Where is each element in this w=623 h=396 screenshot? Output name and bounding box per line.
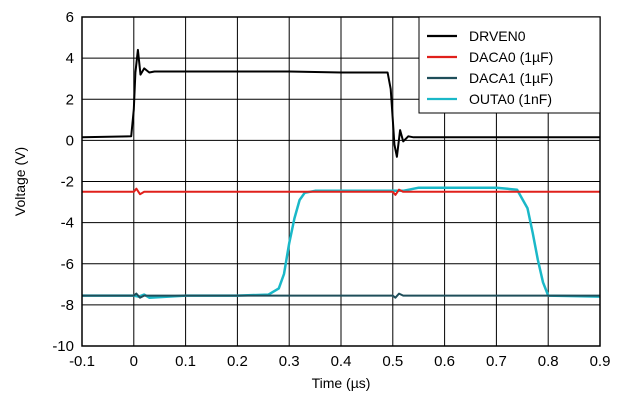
x-tick-label: 0.8	[538, 353, 559, 370]
x-tick-label: 0	[130, 353, 138, 370]
y-tick-label: 2	[66, 91, 74, 108]
x-tick-label: 0.5	[382, 353, 403, 370]
x-tick-labels: -0.1 0 0.1 0.2 0.3 0.4 0.5 0.6 0.7 0.8 0.9	[69, 353, 610, 370]
x-tick-label: -0.1	[69, 353, 95, 370]
legend-item: OUTA0 (1nF)	[427, 91, 552, 107]
x-tick-label: 0.1	[175, 353, 196, 370]
y-tick-label: 0	[66, 132, 74, 149]
legend: DRVEN0 DACA0 (1µF) DACA1 (1µF) OUTA0 (1nF)	[418, 16, 601, 114]
y-tick-label: -8	[61, 297, 74, 314]
series-line-daca1	[82, 292, 600, 299]
legend-item: DACA0 (1µF)	[427, 49, 553, 65]
series-lines	[81, 48, 601, 299]
x-tick-label: 0.3	[279, 353, 300, 370]
y-tick-label: 6	[66, 9, 74, 26]
y-tick-labels: -10 -8 -6 -4 -2 0 2 4 6	[52, 9, 74, 355]
series-line-drven0	[81, 48, 600, 158]
series-line-daca0	[82, 187, 600, 196]
legend-item: DACA1 (1µF)	[427, 70, 553, 86]
x-axis-label: Time (µs)	[312, 375, 371, 391]
y-tick-label: -10	[52, 338, 74, 355]
x-tick-label: 0.2	[227, 353, 248, 370]
legend-label: DACA1 (1µF)	[469, 70, 553, 86]
y-tick-label: -4	[61, 215, 74, 232]
y-axis-label: Voltage (V)	[12, 147, 28, 216]
plot-frame	[81, 16, 601, 347]
y-tick-label: -2	[61, 174, 74, 191]
x-tick-label: 0.9	[590, 353, 611, 370]
x-tick-label: 0.4	[331, 353, 352, 370]
legend-label: DACA0 (1µF)	[469, 49, 553, 65]
legend-item: DRVEN0	[427, 28, 526, 44]
y-tick-label: -6	[61, 256, 74, 273]
legend-box	[418, 16, 601, 114]
y-tick-label: 4	[66, 50, 74, 67]
x-tick-label: 0.7	[486, 353, 507, 370]
legend-label: DRVEN0	[469, 28, 526, 44]
x-tick-label: 0.6	[434, 353, 455, 370]
legend-label: OUTA0 (1nF)	[469, 91, 552, 107]
